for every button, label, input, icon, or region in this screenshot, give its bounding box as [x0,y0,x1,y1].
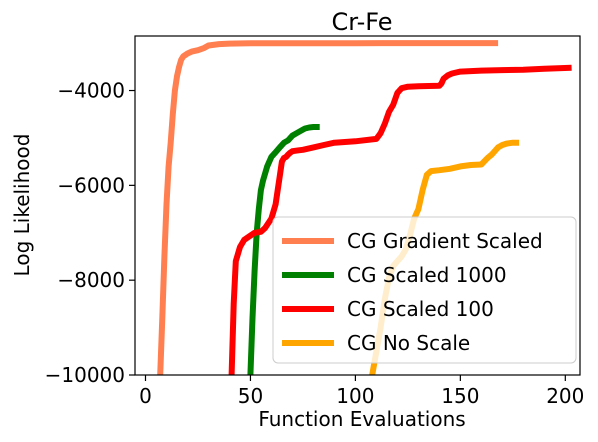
y-axis: −10000 −8000 −6000 −4000 [45,79,135,387]
x-tick-label: 100 [336,384,374,408]
series-line-2 [228,64,572,375]
x-tick-label: 150 [441,384,479,408]
x-axis: 0 50 100 150 200 [139,375,584,408]
y-tick-label: −10000 [45,363,125,387]
legend-label-0: CG Gradient Scaled [347,229,543,253]
plot-frame [134,35,581,376]
series-line-0 [157,40,499,375]
y-axis-label: Log Likelihood [10,134,34,277]
x-axis-label: Function Evaluations [258,407,465,431]
legend: CG Gradient Scaled CG Scaled 1000 CG Scale… [272,216,577,364]
legend-box [272,216,577,364]
x-tick-label: 50 [238,384,263,408]
legend-label-3: CG No Scale [347,331,470,355]
x-tick-label: 0 [139,384,152,408]
y-tick-label: −6000 [57,173,125,197]
x-tick-label: 200 [546,384,584,408]
legend-label-1: CG Scaled 1000 [347,263,507,287]
legend-label-2: CG Scaled 100 [347,297,494,321]
chart-title: Cr-Fe [331,8,392,36]
series-line-1 [247,124,321,375]
y-tick-label: −4000 [57,79,125,103]
y-tick-label: −8000 [57,268,125,292]
